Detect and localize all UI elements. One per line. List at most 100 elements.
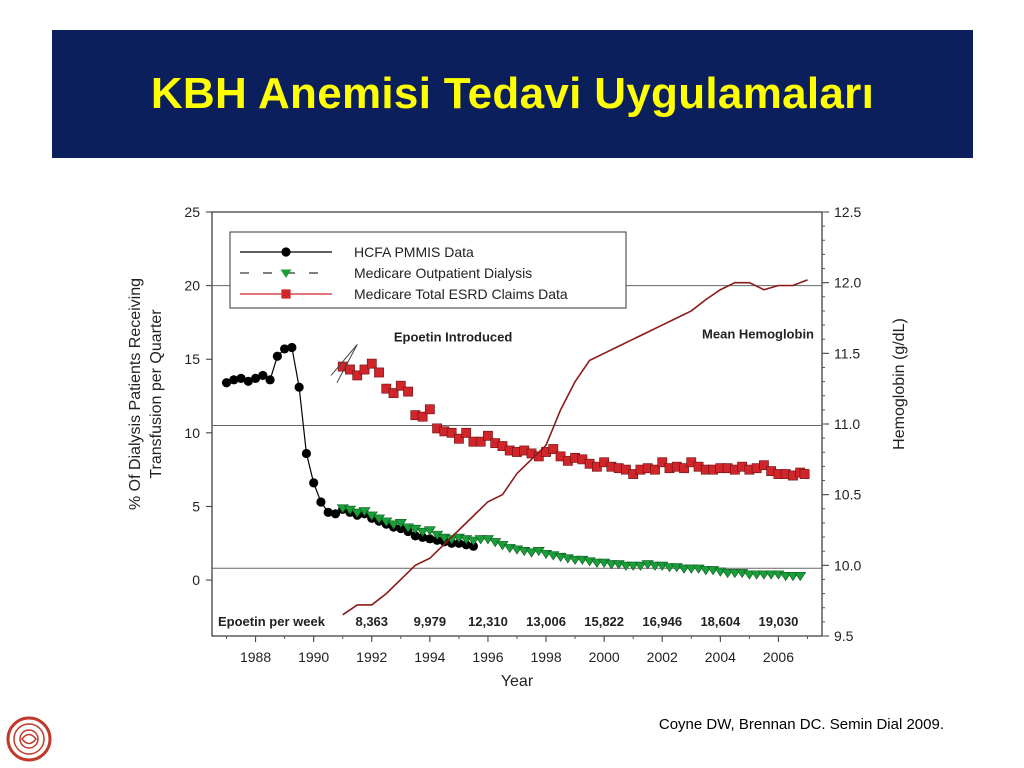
outpatient-data-point bbox=[351, 508, 364, 518]
hcfa-data-point bbox=[323, 507, 333, 517]
y2-tick-label: 12.5 bbox=[834, 204, 861, 220]
x-tick-label: 1988 bbox=[240, 649, 271, 665]
outpatient-data-point bbox=[786, 572, 800, 582]
outpatient-data-point bbox=[743, 570, 756, 580]
esrd-data-point bbox=[352, 370, 363, 381]
epoetin-per-week-value: 9,979 bbox=[414, 614, 447, 629]
y2-tick-label: 10.5 bbox=[834, 487, 861, 503]
hcfa-data-point bbox=[301, 448, 312, 459]
hcfa-data-point bbox=[410, 531, 420, 541]
epoetin-arrow-line bbox=[330, 344, 358, 376]
x-tick-label: 1998 bbox=[530, 649, 561, 665]
esrd-data-point bbox=[417, 411, 428, 422]
outpatient-data-point bbox=[685, 564, 698, 574]
hcfa-data-point bbox=[250, 373, 261, 383]
epoetin-per-week-label: Epoetin per week bbox=[218, 614, 326, 629]
hcfa-data-point bbox=[396, 523, 406, 534]
x-tick-label: 1994 bbox=[414, 649, 445, 665]
legend-marker-outpatient bbox=[280, 269, 292, 278]
esrd-data-point bbox=[388, 388, 399, 398]
esrd-data-point bbox=[359, 364, 370, 375]
y-tick-label: 0 bbox=[192, 572, 200, 588]
outpatient-data-point bbox=[677, 564, 691, 574]
y2-axis-label: Hemoglobin (g/dL) bbox=[891, 318, 908, 450]
hcfa-data-point bbox=[309, 478, 319, 488]
hcfa-data-point bbox=[316, 497, 326, 507]
epoetin-per-week-value: 15,822 bbox=[584, 614, 624, 629]
y-tick-label: 25 bbox=[184, 204, 200, 220]
outpatient-data-point bbox=[416, 527, 429, 537]
legend-box bbox=[229, 231, 627, 309]
chart-svg: 0 5 10 15 20 25 9.5 10.0 10.5 11.0 11.5 12.0 12.5 198… bbox=[127, 204, 908, 690]
legend-label: HCFA PMMIS Data bbox=[354, 244, 474, 260]
outpatient-data-point bbox=[569, 555, 582, 565]
x-tick-label: 1992 bbox=[356, 649, 387, 665]
outpatient-data-point bbox=[757, 570, 770, 580]
x-tick-label: 2004 bbox=[705, 649, 736, 665]
x-axis-label: Year bbox=[501, 673, 534, 690]
hcfa-data-point bbox=[468, 541, 479, 551]
legend-marker-hcfa bbox=[281, 247, 291, 257]
x-tick-label: 2000 bbox=[589, 649, 620, 665]
esrd-data-point bbox=[650, 464, 660, 475]
epoetin-per-week-value: 8,363 bbox=[355, 614, 388, 629]
hcfa-data-point bbox=[461, 540, 471, 550]
outpatient-data-point bbox=[699, 566, 712, 576]
hcfa-data-point bbox=[330, 509, 341, 519]
legend-marker-esrd bbox=[281, 289, 291, 299]
outpatient-data-point bbox=[627, 561, 640, 571]
hcfa-data-point bbox=[425, 534, 435, 544]
title-banner: KBH Anemisi Tedavi Uygulamaları bbox=[52, 30, 973, 158]
outpatient-data-point bbox=[387, 520, 400, 530]
esrd-data-point bbox=[483, 430, 493, 441]
outpatient-data-point bbox=[663, 563, 676, 573]
hcfa-data-point bbox=[432, 535, 442, 545]
esrd-data-point bbox=[679, 463, 689, 474]
hcfa-data-point bbox=[243, 376, 253, 386]
outpatient-data-point bbox=[728, 569, 741, 579]
esrd-data-point bbox=[759, 460, 769, 471]
outpatient-data-point bbox=[619, 561, 632, 571]
outpatient-data-point bbox=[590, 558, 603, 568]
y2-tick-label: 11.0 bbox=[834, 416, 860, 432]
esrd-data-point bbox=[461, 427, 472, 438]
esrd-data-point bbox=[548, 444, 559, 454]
y-tick-label: 20 bbox=[184, 278, 200, 294]
epoetin-per-week-value: 16,946 bbox=[642, 614, 682, 629]
esrd-data-point bbox=[799, 469, 810, 479]
y-axis-label-line2: Transfusion per Quarter bbox=[148, 309, 165, 479]
y2-tick-label: 10.0 bbox=[834, 557, 861, 573]
slide-title: KBH Anemisi Tedavi Uygulamaları bbox=[150, 69, 875, 118]
y2-tick-label: 9.5 bbox=[834, 628, 854, 644]
x-tick-label: 1990 bbox=[298, 649, 329, 665]
hcfa-data-point bbox=[294, 382, 304, 392]
hcfa-data-point bbox=[265, 375, 275, 385]
outpatient-data-point bbox=[750, 570, 763, 580]
outpatient-data-point bbox=[765, 570, 778, 580]
esrd-data-point bbox=[374, 367, 384, 378]
y2-tick-label: 11.5 bbox=[834, 345, 860, 361]
esrd-data-point bbox=[475, 436, 486, 447]
epoetin-per-week-value: 12,310 bbox=[468, 614, 508, 629]
esrd-data-point bbox=[403, 386, 413, 397]
esrd-data-point bbox=[446, 427, 457, 438]
epoetin-per-week-value: 13,006 bbox=[526, 614, 566, 629]
chart-figure: 0 5 10 15 20 25 9.5 10.0 10.5 11.0 11.5 12.0 12.5 198… bbox=[126, 195, 916, 693]
y-tick-label: 5 bbox=[192, 498, 200, 514]
y-tick-label: 10 bbox=[184, 425, 200, 441]
esrd-data-point bbox=[366, 358, 377, 369]
esrd-data-point bbox=[395, 380, 406, 391]
hcfa-data-point bbox=[287, 342, 297, 353]
hcfa-data-point bbox=[272, 351, 282, 361]
outpatient-data-point bbox=[648, 561, 662, 571]
epoetin-introduced-label: Epoetin Introduced bbox=[394, 330, 512, 345]
outpatient-data-point bbox=[605, 560, 618, 570]
hcfa-data-point bbox=[236, 373, 246, 383]
esrd-data-point bbox=[345, 364, 355, 375]
epoetin-per-week-value: 18,604 bbox=[700, 614, 741, 629]
y-axis-label-line1: % Of Dialysis Patients Receiving bbox=[127, 278, 144, 510]
esrd-data-point bbox=[454, 433, 464, 444]
legend-label: Medicare Outpatient Dialysis bbox=[354, 265, 532, 281]
outpatient-data-point bbox=[467, 536, 480, 546]
epoetin-per-week-value: 19,030 bbox=[759, 614, 799, 629]
